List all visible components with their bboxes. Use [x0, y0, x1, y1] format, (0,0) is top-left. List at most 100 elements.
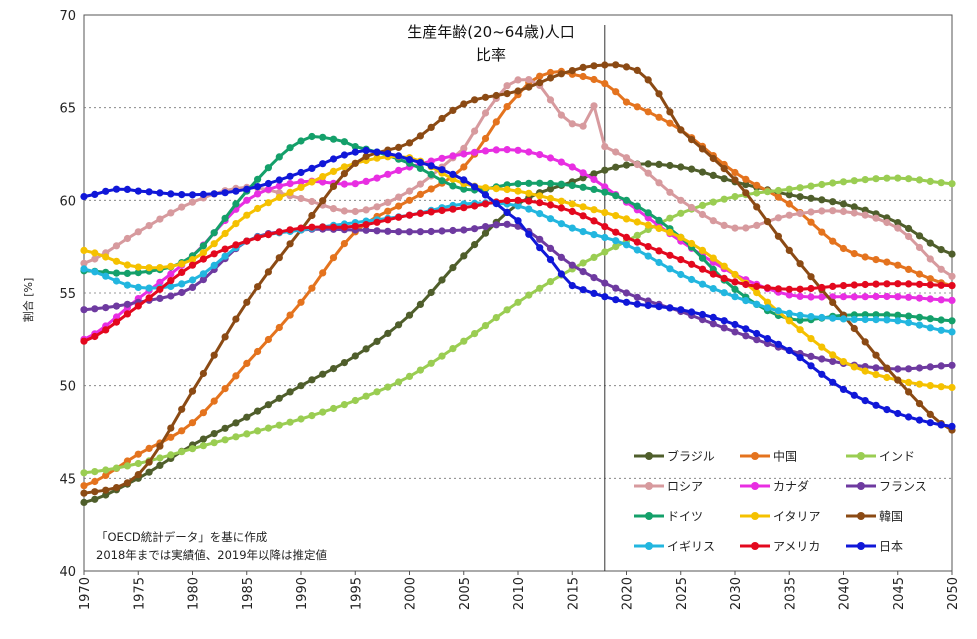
legend-marker — [857, 542, 865, 550]
data-point — [590, 170, 598, 178]
data-point — [753, 203, 761, 211]
data-point — [199, 276, 207, 284]
data-point — [894, 174, 902, 182]
data-point — [449, 152, 457, 160]
data-point — [199, 190, 207, 198]
data-point — [785, 285, 793, 293]
data-point — [666, 304, 674, 312]
data-point — [937, 281, 945, 289]
data-point — [514, 76, 522, 84]
data-point — [926, 281, 934, 289]
y-tick-label: 70 — [59, 9, 76, 24]
data-point — [481, 134, 490, 143]
data-point — [536, 192, 544, 200]
data-point — [872, 401, 880, 409]
legend-item: アメリカ — [740, 540, 820, 554]
data-point — [644, 243, 652, 251]
data-point — [351, 148, 359, 156]
data-point — [948, 272, 956, 280]
data-point — [102, 486, 110, 494]
data-point — [839, 315, 848, 323]
data-point — [850, 177, 858, 185]
data-point — [438, 154, 446, 162]
data-point — [536, 235, 544, 243]
data-point — [243, 359, 251, 367]
data-point — [590, 175, 598, 184]
data-point — [123, 310, 131, 318]
legend-marker — [645, 512, 653, 520]
data-point — [546, 68, 555, 77]
data-point — [416, 180, 424, 188]
data-point — [905, 265, 913, 273]
legend-item: フランス — [846, 480, 927, 494]
legend-marker — [857, 512, 865, 520]
data-point — [102, 272, 110, 280]
y-tick-label: 55 — [59, 287, 76, 302]
data-point — [807, 352, 815, 360]
data-point — [807, 194, 815, 202]
data-point — [167, 277, 175, 285]
data-point — [91, 477, 99, 486]
data-point — [319, 408, 327, 416]
data-point — [698, 254, 707, 262]
data-point — [460, 176, 468, 184]
data-point — [481, 191, 490, 199]
data-point — [829, 298, 837, 306]
data-point — [221, 333, 229, 341]
data-point — [785, 200, 793, 208]
data-point — [243, 298, 251, 306]
data-point — [644, 160, 652, 168]
data-point — [80, 337, 88, 345]
legend-label: 中国 — [773, 449, 797, 464]
data-point — [199, 249, 207, 257]
data-point — [818, 283, 826, 292]
data-point — [525, 205, 533, 213]
data-point — [677, 196, 685, 204]
data-point — [254, 347, 262, 356]
data-point — [644, 169, 652, 177]
data-point — [590, 217, 598, 225]
data-point — [698, 201, 707, 209]
data-point — [633, 103, 641, 111]
data-point — [340, 170, 348, 178]
data-point — [427, 288, 435, 297]
data-point — [427, 170, 435, 179]
data-point — [351, 222, 359, 230]
legend-item: イタリア — [740, 510, 821, 524]
data-point — [807, 313, 815, 321]
data-point — [622, 215, 631, 223]
data-point — [80, 259, 88, 267]
data-point — [275, 394, 283, 402]
data-point — [416, 190, 424, 198]
data-point — [438, 227, 446, 235]
data-point — [601, 279, 609, 287]
data-point — [221, 189, 229, 197]
chart-title: 生産年齢(20~64歳)人口 — [407, 23, 574, 41]
data-point — [145, 264, 153, 272]
data-point — [167, 190, 175, 198]
data-point — [492, 200, 500, 208]
data-point — [633, 300, 641, 308]
data-point — [883, 316, 891, 324]
data-point — [926, 363, 934, 371]
data-point — [763, 304, 772, 312]
data-point — [188, 419, 197, 427]
data-point — [503, 146, 511, 154]
data-point — [112, 484, 121, 492]
data-point — [438, 166, 446, 174]
data-point — [894, 261, 902, 269]
data-point — [883, 258, 891, 266]
data-point — [275, 323, 283, 332]
data-point — [753, 329, 761, 338]
data-point — [915, 270, 924, 278]
legend-marker — [751, 482, 759, 490]
data-point — [416, 158, 424, 167]
data-point — [742, 181, 750, 189]
data-point — [905, 388, 913, 396]
data-point — [80, 469, 88, 477]
data-point — [622, 154, 631, 162]
data-point — [503, 185, 511, 194]
data-point — [785, 291, 793, 299]
data-point — [807, 208, 815, 216]
data-point — [568, 224, 576, 232]
